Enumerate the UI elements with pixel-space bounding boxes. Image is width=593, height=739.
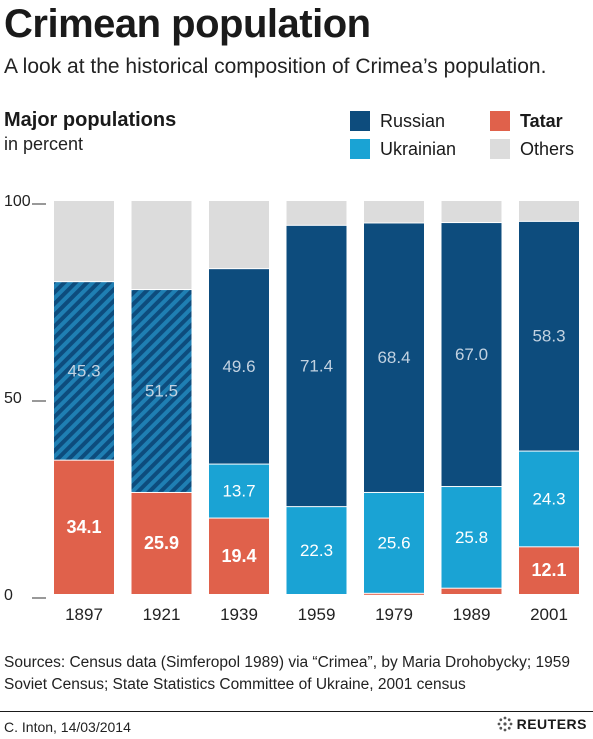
data-label-ukrainian: 22.3 xyxy=(300,541,333,560)
bar-segment-ukrainian xyxy=(286,507,347,594)
bar-segment-others xyxy=(364,201,424,223)
bar-segment-others xyxy=(286,201,347,225)
data-label-ukrainian: 24.3 xyxy=(532,489,565,508)
bar-segment-tatar xyxy=(519,547,579,594)
data-label-ukrainian: 25.8 xyxy=(455,528,488,547)
y-tick-label: 0 xyxy=(4,587,13,604)
bar-segment-russian xyxy=(286,225,347,507)
footer-divider xyxy=(0,711,593,712)
legend-item-others: Others xyxy=(490,138,574,160)
bar-segment-others xyxy=(209,201,269,269)
x-tick-label: 1989 xyxy=(453,605,491,624)
legend-swatch-russian xyxy=(350,111,370,131)
y-tick-label: 50 xyxy=(4,390,22,407)
legend-label-others: Others xyxy=(520,139,575,159)
x-tick-label: 1959 xyxy=(298,605,336,624)
stacked-bar-chart: 0 50 100 34.1 45.3 25.9 51.5 19.4 13.7 49.6 22.3 7… xyxy=(4,193,579,624)
data-label-tatar: 19.4 xyxy=(221,546,256,566)
legend-label-ukrainian: Ukrainian xyxy=(380,139,457,159)
data-label-russian: 68.4 xyxy=(377,348,410,367)
data-label-russian: 51.5 xyxy=(145,381,178,400)
bar-segment-ukrainian xyxy=(441,487,502,588)
x-tick-label: 1939 xyxy=(220,605,258,624)
bar-segment-ukrainian xyxy=(519,451,579,547)
page-title: Crimean population xyxy=(4,2,371,46)
legend-item-ukrainian: Ukrainian xyxy=(350,138,456,160)
y-axis: 0 50 100 xyxy=(4,193,46,604)
legend-swatch-others xyxy=(490,139,510,159)
x-tick-label: 1921 xyxy=(143,605,181,624)
bar-segment-tatar xyxy=(209,518,269,594)
data-label-ukrainian: 25.6 xyxy=(377,533,410,552)
data-label-tatar: 12.1 xyxy=(531,560,566,580)
chart-unit: in percent xyxy=(4,134,84,154)
bar-segment-others xyxy=(131,201,192,290)
bar-segment-tatar xyxy=(131,492,192,594)
legend-item-russian: Russian xyxy=(350,110,445,132)
bar-segment-ukrainian xyxy=(209,464,269,518)
chart-legend: Russian Tatar Ukrainian Others xyxy=(350,110,590,166)
reuters-logo-text: REUTERS xyxy=(516,716,587,732)
bar-segment-tatar xyxy=(441,588,502,594)
bar-segment-others xyxy=(519,201,579,221)
x-tick-label: 2001 xyxy=(530,605,568,624)
y-tick-label: 100 xyxy=(4,193,31,210)
legend-label-tatar: Tatar xyxy=(520,111,563,131)
x-tick-label: 1979 xyxy=(375,605,413,624)
bar-segment-tatar xyxy=(54,460,114,594)
bar-segment-ukrainian xyxy=(364,492,424,593)
x-tick-label: 1897 xyxy=(65,605,103,624)
bar-segment-tatar xyxy=(364,593,424,595)
data-label-russian: 45.3 xyxy=(67,361,100,380)
bar-segment-others xyxy=(441,201,502,223)
bar-segment-russian xyxy=(54,282,114,460)
sources-note: Sources: Census data (Simferopol 1989) v… xyxy=(4,654,570,693)
legend-swatch-ukrainian xyxy=(350,139,370,159)
legend-item-tatar: Tatar xyxy=(490,110,563,132)
bar-segment-russian xyxy=(519,221,579,451)
bar-segment-russian xyxy=(209,269,269,464)
reuters-dots-icon xyxy=(497,716,512,732)
data-label-ukrainian: 13.7 xyxy=(222,482,255,501)
bar-segment-others xyxy=(54,201,114,282)
reuters-logo: REUTERS xyxy=(497,716,587,732)
legend-label-russian: Russian xyxy=(380,111,446,131)
data-label-tatar: 34.1 xyxy=(66,517,101,537)
data-label-russian: 71.4 xyxy=(300,356,333,375)
bars: 34.145.325.951.519.413.749.622.371.40.32… xyxy=(54,201,579,595)
credit-line: C. Inton, 14/03/2014 xyxy=(4,719,131,735)
bar-segment-russian xyxy=(364,223,424,492)
x-axis: 1897 1921 1939 1959 1979 1989 2001 xyxy=(65,605,568,624)
data-label-tatar: 25.9 xyxy=(144,533,179,553)
data-label-russian: 58.3 xyxy=(532,327,565,346)
chart-title: Major populations xyxy=(4,109,177,131)
bar-segment-russian xyxy=(441,223,502,487)
bar-segment-russian xyxy=(131,290,192,492)
legend-swatch-tatar xyxy=(490,111,510,131)
page-subtitle: A look at the historical composition of … xyxy=(4,55,547,78)
data-label-russian: 49.6 xyxy=(222,357,255,376)
data-label-russian: 67.0 xyxy=(455,345,488,364)
